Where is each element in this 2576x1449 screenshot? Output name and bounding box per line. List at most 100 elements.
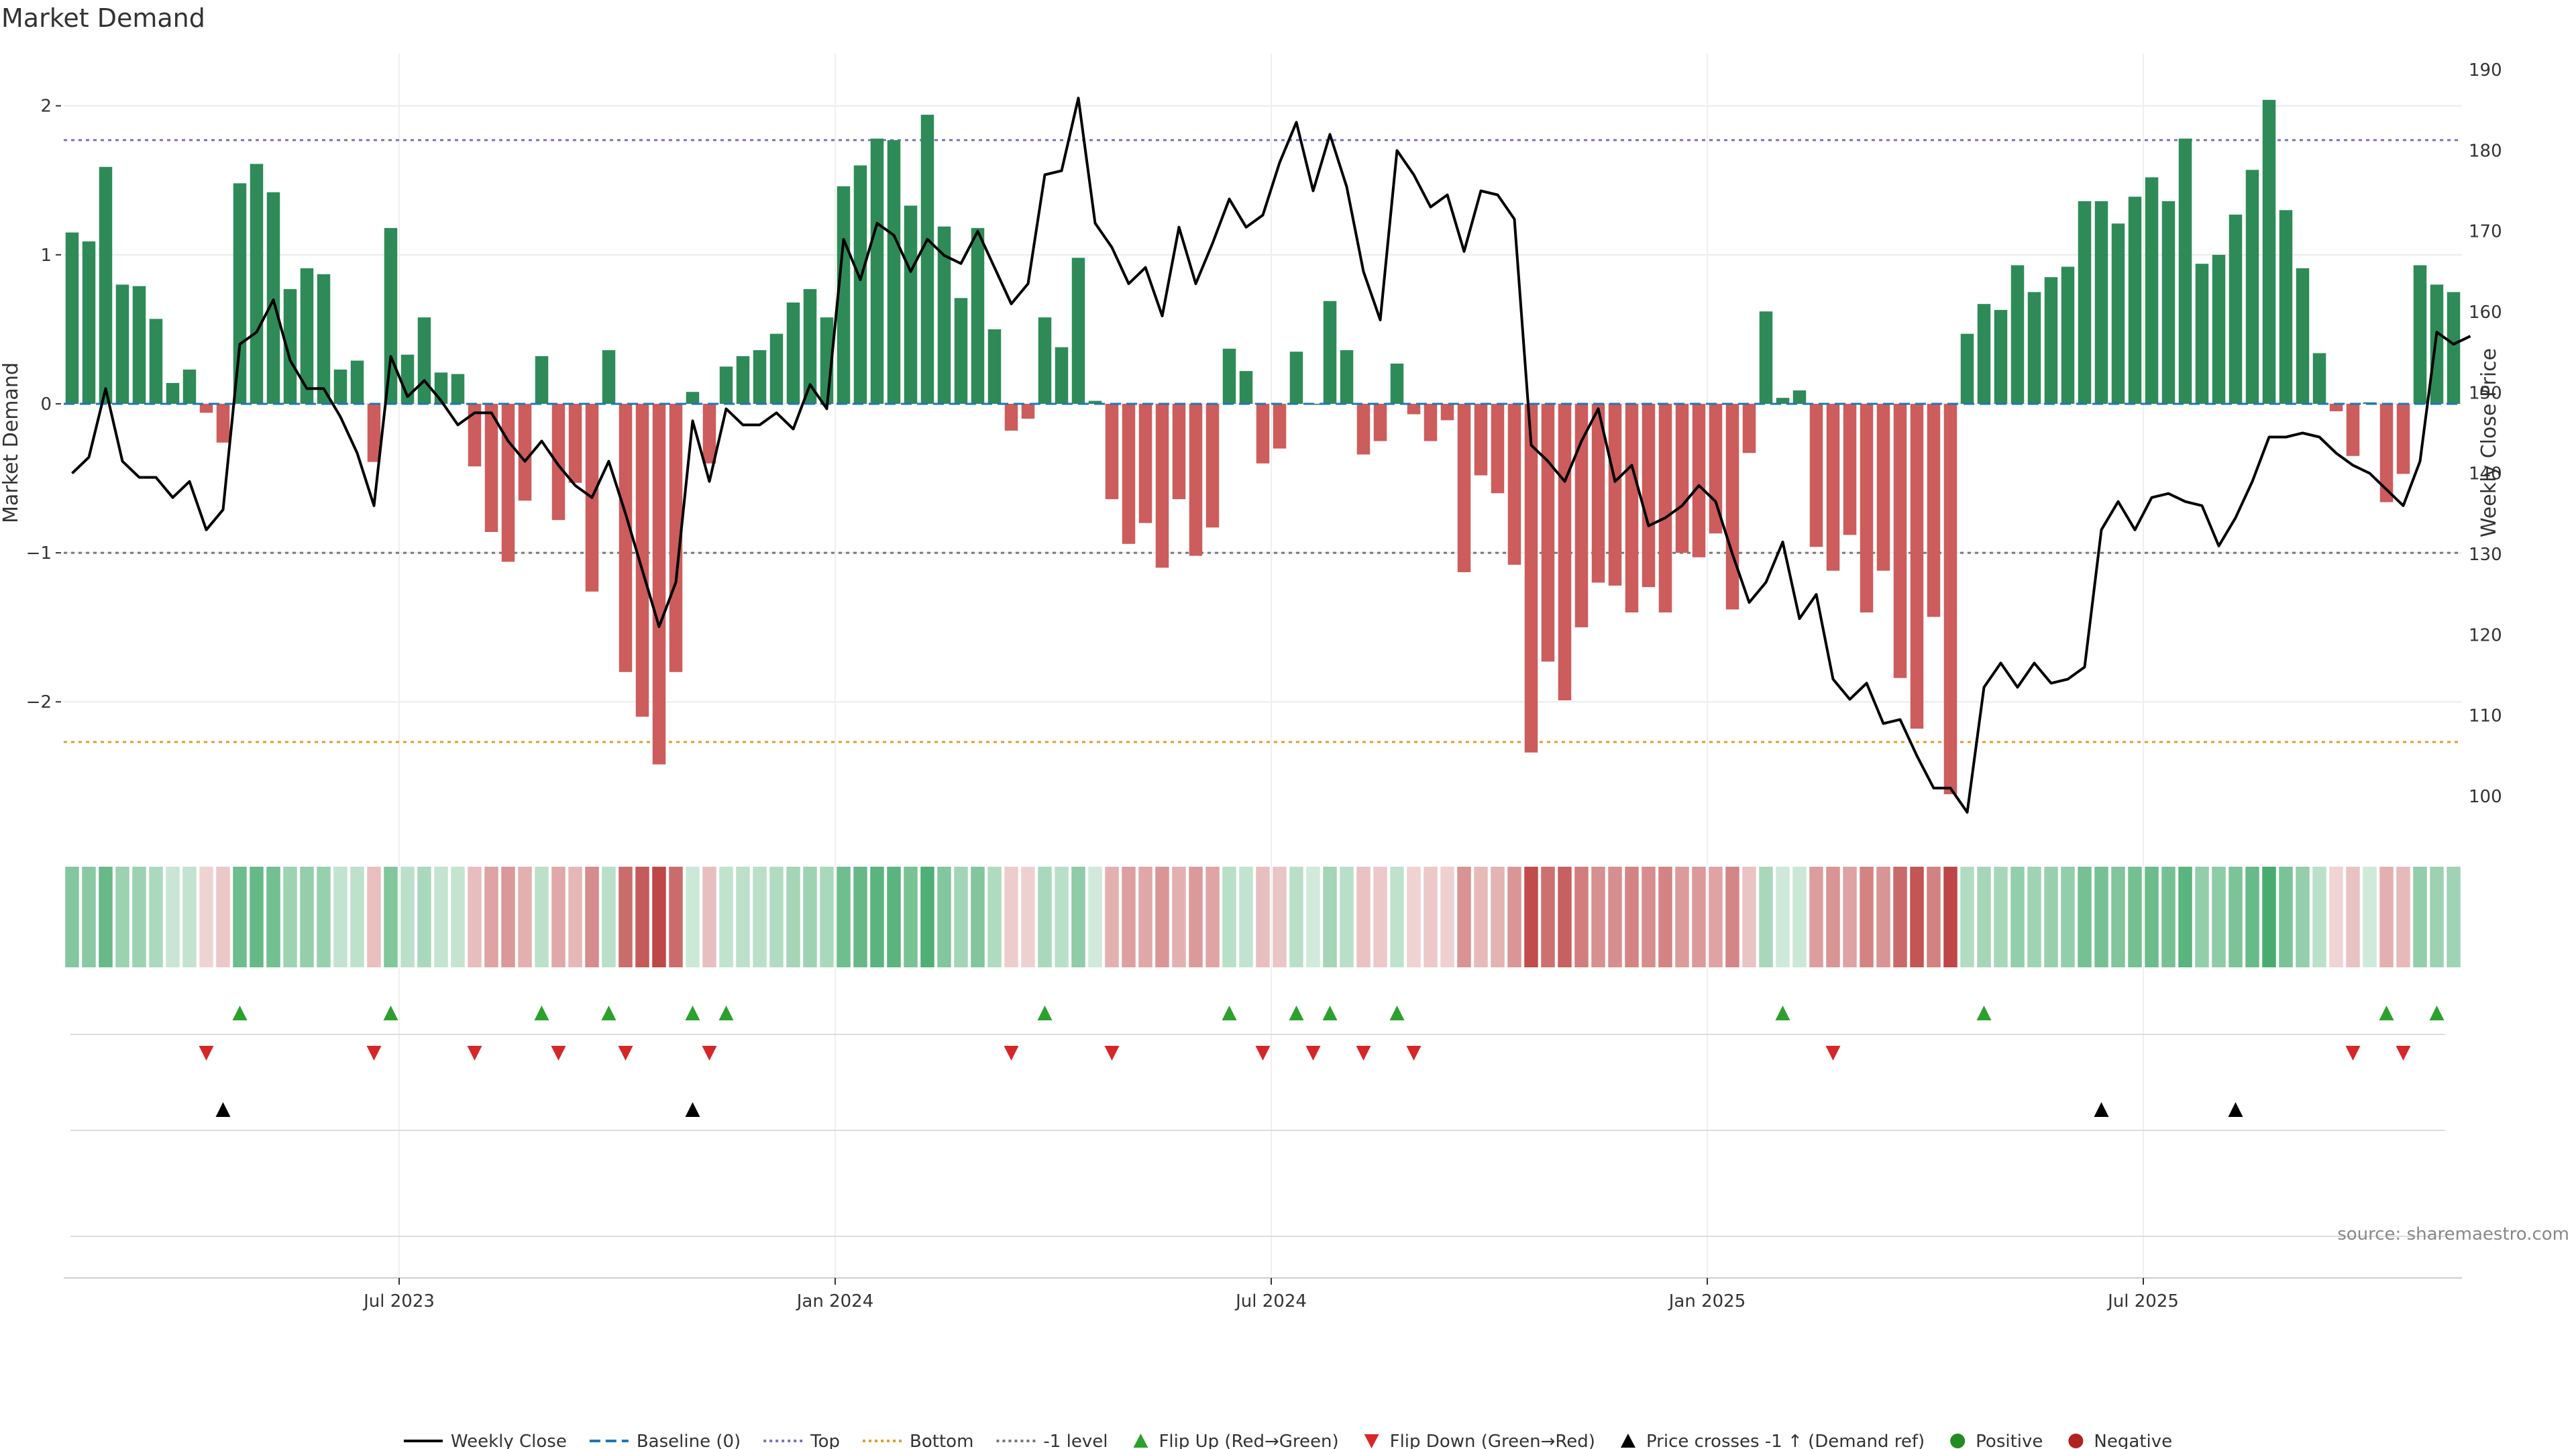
demand-bar <box>2027 292 2041 404</box>
heat-cell <box>1256 867 1270 967</box>
heat-cell <box>333 867 347 967</box>
demand-bar <box>1591 403 1605 583</box>
demand-bar <box>2044 277 2058 404</box>
demand-bar <box>1927 403 1941 617</box>
heat-cell <box>149 867 163 967</box>
demand-bar <box>451 374 465 404</box>
demand-bar <box>652 403 666 765</box>
heat-cell <box>769 867 784 967</box>
demand-bar <box>1189 403 1203 556</box>
weekly-close-line <box>71 97 2471 814</box>
heat-cell <box>1675 867 1689 967</box>
demand-bar <box>1424 403 1438 441</box>
demand-bar <box>635 403 649 717</box>
flip-down-marker <box>1305 1046 1321 1061</box>
flip-down-marker <box>1004 1046 1019 1061</box>
heat-cell <box>987 867 1002 967</box>
demand-bar <box>1876 403 1890 571</box>
flip-up-marker <box>2379 1006 2394 1020</box>
flip-up-marker <box>718 1006 734 1020</box>
demand-bar <box>920 115 934 404</box>
demand-bar <box>1608 403 1622 586</box>
demand-bar <box>484 403 498 532</box>
demand-bar <box>568 403 582 483</box>
legend-label: Flip Up (Red→Green) <box>1159 1432 1338 1449</box>
heat-cell <box>2245 867 2259 967</box>
heat-cell <box>1071 867 1085 967</box>
heat-cell <box>1038 867 1052 967</box>
demand-bar <box>1407 403 1421 415</box>
heat-cell <box>2430 867 2444 967</box>
heat-cell <box>619 867 633 967</box>
demand-bar <box>2430 284 2444 404</box>
demand-bar <box>367 403 381 462</box>
demand-bar <box>1675 403 1689 553</box>
demand-bar <box>216 403 230 443</box>
demand-bar <box>1893 403 1907 678</box>
demand-bar <box>283 288 297 404</box>
flip-up-marker <box>383 1006 398 1020</box>
flip-up-marker <box>1775 1006 1790 1020</box>
flip-down-marker <box>1825 1046 1841 1061</box>
heat-cell <box>1189 867 1203 967</box>
heat-cell <box>1340 867 1354 967</box>
heat-cell <box>803 867 817 967</box>
demand-bar <box>719 366 733 404</box>
demand-bar <box>2161 201 2176 404</box>
flip-down-marker <box>1104 1046 1120 1061</box>
heat-cell <box>702 867 716 967</box>
heat-cell <box>400 867 415 967</box>
heat-cell <box>216 867 230 967</box>
heat-cell <box>786 867 800 967</box>
demand-bar <box>1524 403 1538 753</box>
demand-bar <box>1776 398 1790 404</box>
heat-cell <box>920 867 934 967</box>
flip-down-marker <box>1356 1046 1371 1061</box>
demand-bar <box>65 232 79 404</box>
demand-bar <box>619 403 633 672</box>
y2-tick-label: 100 <box>2469 787 2502 807</box>
demand-bar <box>2229 214 2243 404</box>
demand-bar <box>1323 301 1337 404</box>
heat-cell <box>2027 867 2041 967</box>
price-cross-marker <box>2228 1102 2243 1117</box>
heat-cell <box>501 867 515 967</box>
y-tick-label: −1 <box>26 543 52 564</box>
demand-bar <box>904 205 918 404</box>
demand-bar <box>736 356 750 404</box>
heat-cell <box>736 867 750 967</box>
heat-cell <box>182 867 197 967</box>
heat-cell <box>1273 867 1287 967</box>
heat-cell <box>1138 867 1152 967</box>
demand-bar <box>1625 403 1639 612</box>
heat-cell <box>1893 867 1907 967</box>
heat-cell <box>1541 867 1555 967</box>
demand-bar <box>1843 403 1857 535</box>
heat-cell <box>1524 867 1538 967</box>
heat-cell <box>250 867 264 967</box>
demand-bar <box>1138 403 1152 523</box>
demand-bar <box>1826 403 1840 571</box>
demand-bar <box>887 140 901 404</box>
demand-bar <box>1507 403 1521 565</box>
demand-bar <box>1658 403 1672 612</box>
flip-down-marker <box>1406 1046 1421 1061</box>
demand-bar <box>1960 333 1974 404</box>
heat-cell <box>2279 867 2293 967</box>
heat-cell <box>1776 867 1790 967</box>
heat-cell <box>1491 867 1505 967</box>
legend: Weekly Close Baseline (0) Top Bottom -1 leve… <box>403 1432 2172 1449</box>
heat-cell <box>1574 867 1589 967</box>
demand-bars <box>64 99 2462 794</box>
heat-cell <box>1474 867 1488 967</box>
demand-bar <box>1088 400 1102 404</box>
flip-up-marker <box>2429 1006 2445 1020</box>
heat-cell <box>266 867 280 967</box>
legend-label: Positive <box>1976 1432 2043 1449</box>
demand-bar <box>1725 403 1739 610</box>
heat-cell <box>99 867 113 967</box>
demand-bar <box>1709 403 1723 534</box>
heat-cell <box>1373 867 1387 967</box>
heat-cell <box>2396 867 2410 967</box>
